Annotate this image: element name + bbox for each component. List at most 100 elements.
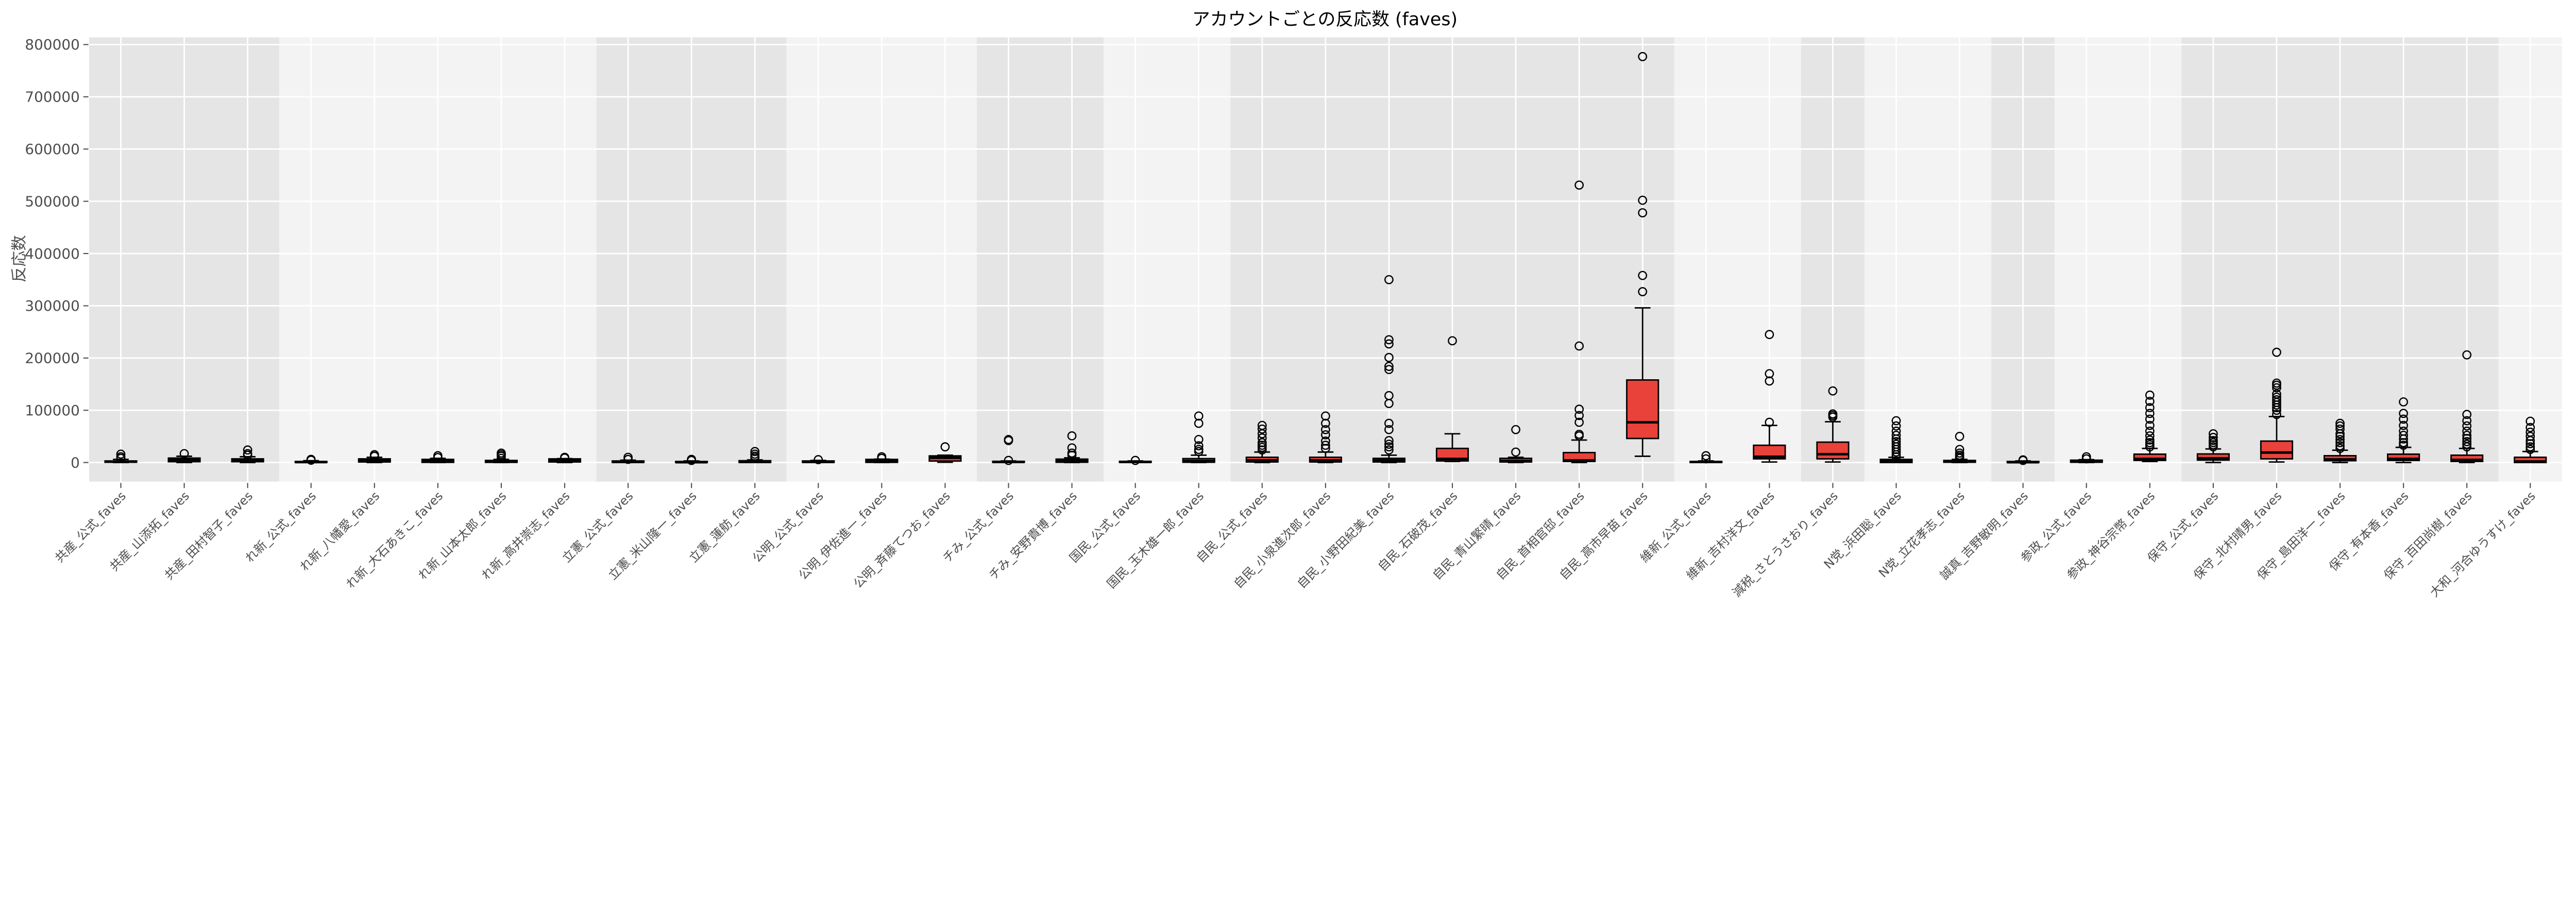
outlier-point — [1828, 386, 1838, 396]
outlier-point — [179, 449, 189, 459]
outlier-point — [2145, 431, 2155, 441]
outlier-point — [2399, 426, 2408, 436]
outlier-point — [2462, 410, 2472, 419]
outlier-point — [1638, 52, 1648, 61]
outlier-point — [1955, 448, 1964, 458]
outlier-point — [1384, 339, 1394, 349]
outlier-point — [1828, 409, 1838, 419]
outlier-point — [750, 449, 760, 459]
outlier-point — [2272, 395, 2281, 404]
outlier-point — [1384, 445, 1394, 455]
outlier-point — [1384, 436, 1394, 445]
outlier-point — [2462, 421, 2472, 431]
outlier-point — [2145, 397, 2155, 406]
outlier-point — [1320, 441, 1330, 450]
outlier-point — [1320, 430, 1330, 440]
box-iqr — [2260, 440, 2294, 460]
outlier-point — [1891, 416, 1901, 426]
y-tick-label: 400000 — [25, 245, 79, 262]
y-tick-label: 800000 — [25, 36, 79, 53]
outlier-point — [2462, 430, 2472, 440]
outlier-point — [1638, 195, 1648, 205]
outlier-point — [2399, 441, 2408, 450]
outlier-point — [2145, 390, 2155, 400]
outlier-point — [2399, 420, 2408, 430]
outlier-point — [1320, 411, 1330, 421]
outlier-point — [1384, 335, 1394, 345]
x-tick-label: 大和_河合ゆうすけ_faves — [2427, 488, 2538, 600]
outlier-point — [1891, 421, 1901, 431]
outlier-point — [497, 448, 506, 458]
outlier-point — [1765, 330, 1774, 340]
outlier-point — [1257, 438, 1267, 447]
outlier-point — [2208, 436, 2218, 445]
outlier-point — [2081, 452, 2091, 462]
outlier-point — [243, 445, 252, 455]
outlier-point — [940, 442, 950, 452]
outlier-point — [1891, 440, 1901, 449]
outlier-point — [2145, 426, 2155, 436]
y-axis-label: 反応数 — [10, 235, 28, 282]
outlier-point — [1765, 417, 1774, 427]
box-iqr — [1816, 441, 1850, 460]
outlier-point — [2335, 418, 2345, 428]
outlier-point — [1257, 424, 1267, 434]
outlier-point — [2462, 440, 2472, 449]
outlier-point — [1574, 341, 1584, 351]
outlier-point — [116, 452, 126, 462]
outlier-point — [2145, 420, 2155, 430]
outlier-point — [1194, 445, 1204, 454]
chart-title: アカウントごとの反応数 (faves) — [1192, 9, 1458, 30]
outlier-point — [1891, 430, 1901, 440]
outlier-point — [2335, 444, 2345, 453]
outlier-point — [2272, 392, 2281, 402]
outlier-point — [877, 452, 887, 462]
outlier-point — [1004, 435, 1013, 444]
outlier-point — [1384, 440, 1394, 449]
outlier-point — [2272, 389, 2281, 399]
outlier-point — [1574, 417, 1584, 427]
outlier-point — [2399, 414, 2408, 424]
outlier-point — [2462, 437, 2472, 446]
y-tick-label: 100000 — [25, 402, 79, 419]
outlier-point — [1574, 411, 1584, 420]
outlier-point — [1701, 454, 1711, 464]
outlier-point — [1574, 429, 1584, 439]
outlier-point — [306, 454, 316, 464]
outlier-point — [369, 450, 379, 460]
y-tick-label: 700000 — [25, 89, 79, 106]
box-iqr — [1626, 379, 1659, 440]
outlier-point — [116, 449, 126, 459]
y-tick-label: 500000 — [25, 193, 79, 210]
y-tick-label: 200000 — [25, 350, 79, 367]
outlier-point — [1384, 425, 1394, 434]
party-band — [2055, 37, 2182, 482]
outlier-point — [2335, 421, 2345, 431]
outlier-point — [1194, 411, 1204, 421]
y-tick-label: 300000 — [25, 297, 79, 314]
outlier-point — [2462, 350, 2472, 360]
outlier-point — [1384, 442, 1394, 452]
outlier-point — [2272, 347, 2281, 357]
outlier-point — [1574, 404, 1584, 414]
outlier-point — [1384, 362, 1394, 371]
outlier-point — [2272, 378, 2281, 388]
outlier-point — [2526, 442, 2535, 452]
outlier-point — [1067, 431, 1077, 441]
party-band — [976, 37, 1104, 482]
outlier-point — [814, 455, 823, 464]
outlier-point — [2526, 416, 2535, 426]
outlier-point — [2208, 433, 2218, 442]
y-tick-label: 600000 — [25, 141, 79, 158]
box-iqr — [2196, 453, 2230, 461]
outlier-point — [2526, 423, 2535, 432]
outlier-point — [2335, 441, 2345, 451]
outlier-point — [1955, 445, 1964, 454]
outlier-point — [1638, 287, 1648, 296]
y-tick-label: 0 — [71, 454, 80, 471]
gridlines — [89, 37, 2562, 482]
outlier-point — [1891, 437, 1901, 446]
outlier-point — [1257, 433, 1267, 443]
outlier-point — [2399, 409, 2408, 418]
outlier-point — [2145, 409, 2155, 418]
